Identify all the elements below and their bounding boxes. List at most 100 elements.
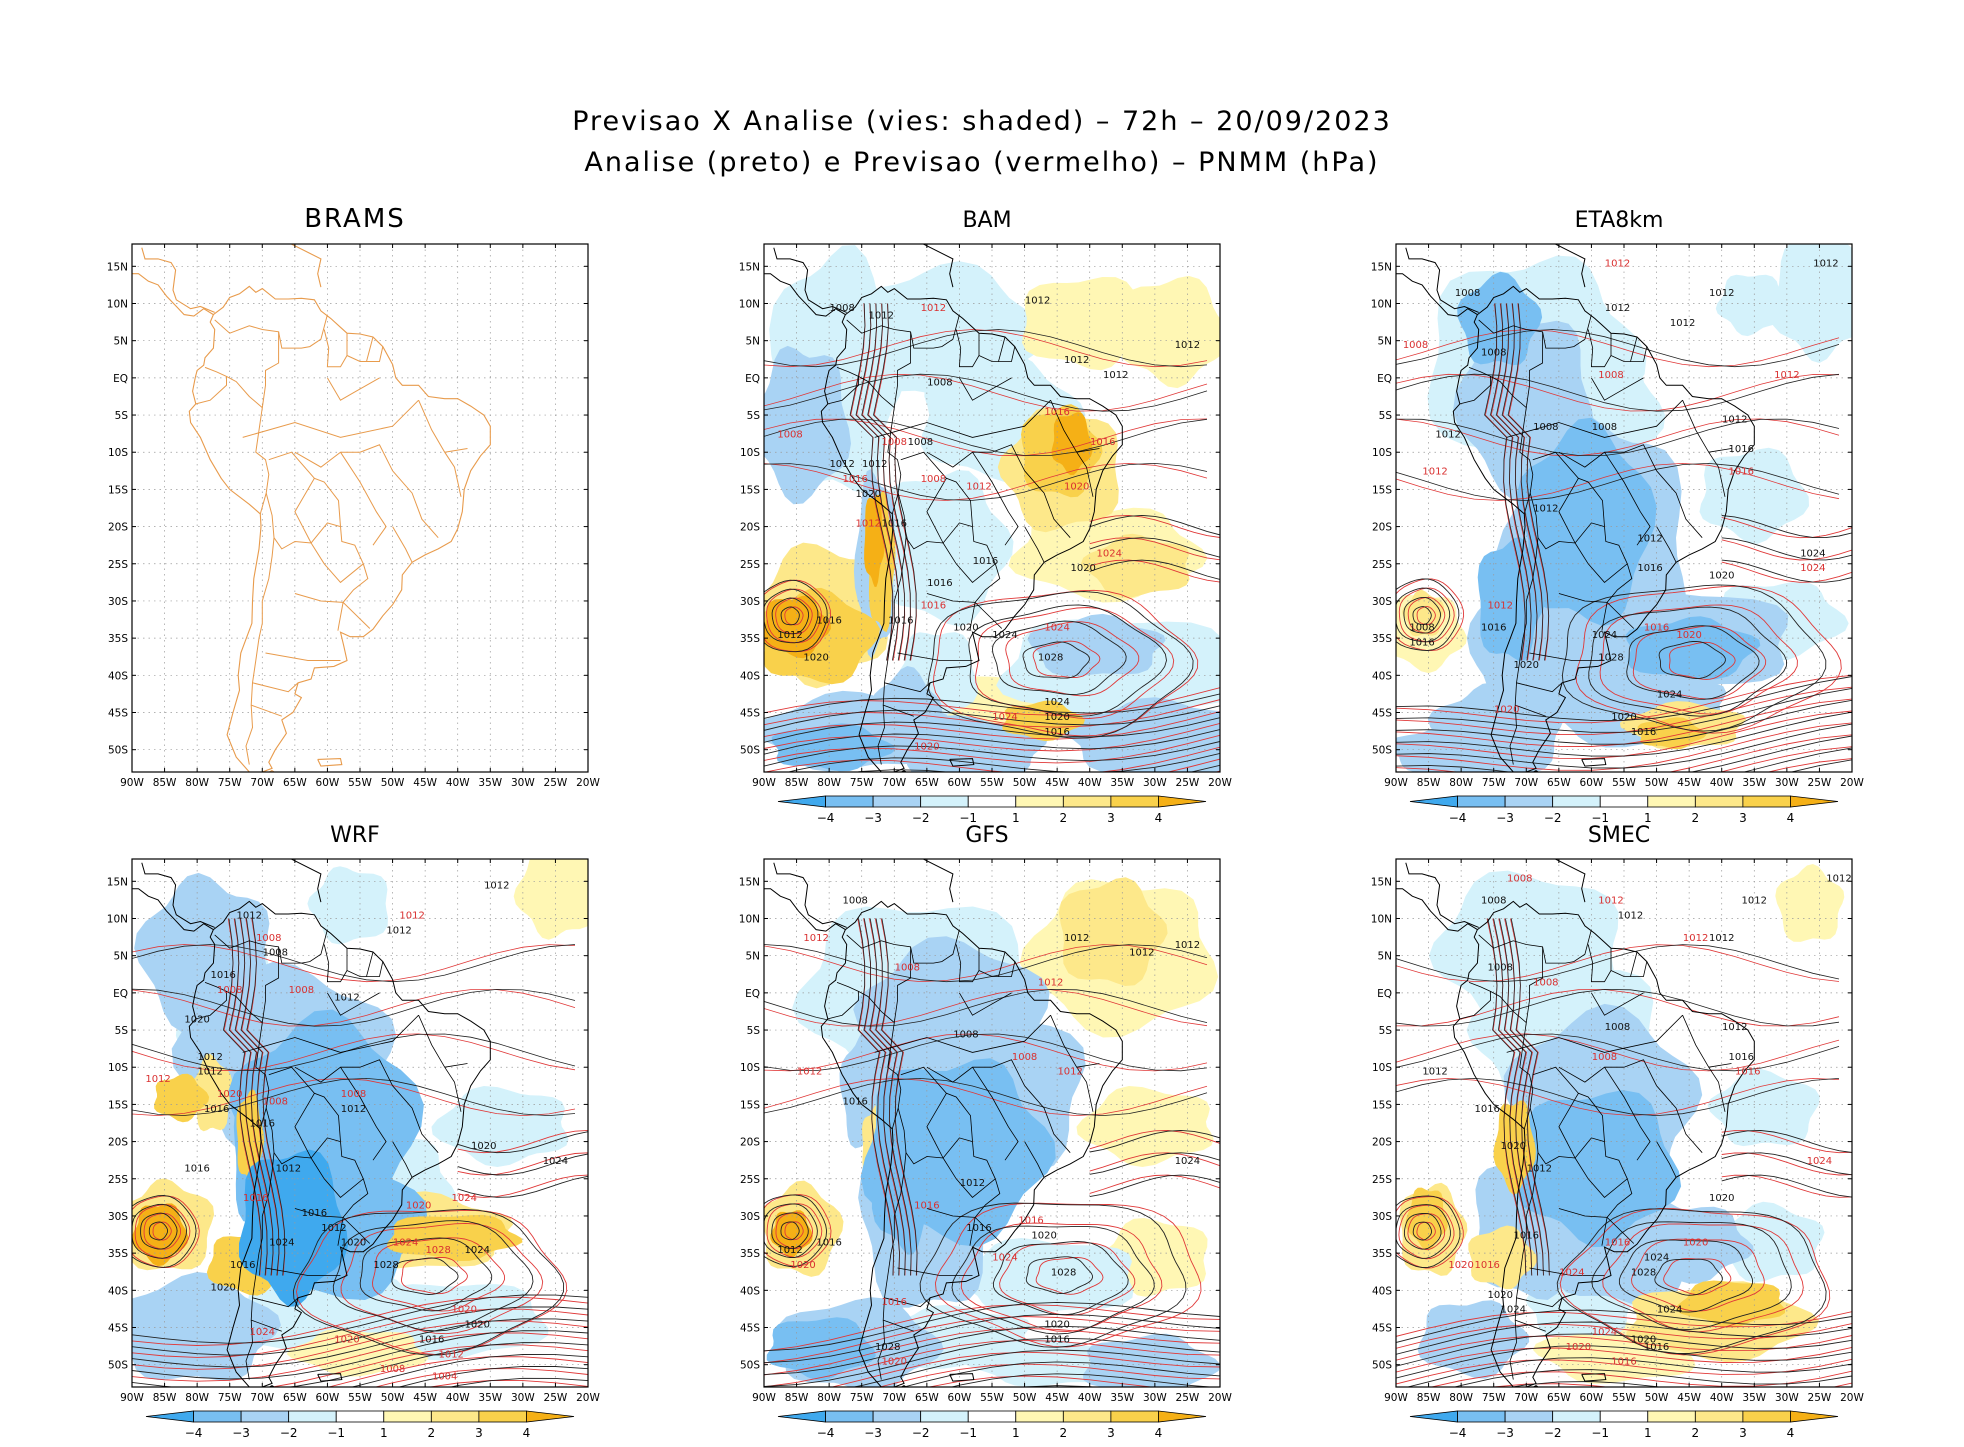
country-border (1050, 400, 1094, 497)
colorbar-segment (1457, 795, 1506, 808)
country-border (444, 1063, 468, 1068)
contour-label: 1016 (1474, 1260, 1499, 1271)
isobar-high (1626, 625, 1760, 700)
contour-label: 1012 (276, 1163, 301, 1174)
contour-label: 1012 (1527, 1163, 1552, 1174)
isobar-zonal (927, 1375, 1156, 1387)
country-border (1532, 1066, 1605, 1142)
colorbar-segment (1015, 1410, 1064, 1423)
colorbar-label: 3 (475, 1426, 483, 1440)
lat-tick-label: 5S (115, 410, 129, 422)
contour-label: 1016 (914, 1201, 939, 1212)
contour-label: 1016 (1044, 1334, 1069, 1345)
country-border (887, 1022, 902, 1130)
lon-tick-label: 55W (1612, 1392, 1636, 1404)
lon-tick-label: 90W (1384, 777, 1408, 789)
lat-tick-label: 5N (1377, 951, 1392, 963)
contour-label: 1016 (1611, 1357, 1636, 1368)
contour-label: 1012 (803, 933, 828, 944)
country-border (294, 444, 394, 472)
bias-blob (1076, 1086, 1214, 1167)
contour-label: 1012 (1813, 258, 1838, 269)
country-border (366, 961, 384, 977)
bias-blob (1058, 877, 1168, 986)
isobar-andes (849, 303, 894, 661)
isobar-andes (246, 918, 286, 1276)
lat-tick-label: 20S (1372, 1137, 1392, 1149)
isobar-tropical (1396, 944, 1840, 983)
lat-tick-label: 40S (740, 670, 760, 682)
colorbar-segment (872, 1410, 922, 1423)
contour-label: 1016 (243, 1193, 268, 1204)
country-border (366, 346, 384, 362)
lat-tick-label: EQ (1377, 988, 1392, 1000)
contour-label: 1020 (790, 1260, 815, 1271)
contour-label: 1024 (1097, 548, 1122, 559)
contour-label: 1012 (1064, 933, 1089, 944)
lat-tick-label: 15S (740, 1099, 760, 1111)
colorbar-label: 1 (1012, 811, 1020, 825)
lon-tick-label: 70W (1514, 1392, 1538, 1404)
bias-blob (1618, 1206, 1754, 1284)
isobar-low (1407, 1213, 1446, 1250)
country-border (978, 336, 1006, 362)
lat-tick-label: 45S (108, 1323, 128, 1335)
contour-label: 1024 (992, 630, 1017, 641)
isobar-tropical (764, 1033, 1208, 1072)
isobar-low (1396, 1195, 1461, 1268)
contour-label: 1012 (484, 881, 509, 892)
colorbar-label: −4 (1449, 1426, 1467, 1440)
country-border (897, 1267, 973, 1276)
contour-label: 1012 (1025, 295, 1050, 306)
lat-tick-label: 10N (107, 298, 128, 310)
isobar-low (1396, 1204, 1451, 1259)
isobar-low (134, 1204, 191, 1259)
contour-label: 1024 (1175, 1156, 1200, 1167)
contour-label: 1012 (1709, 288, 1734, 299)
isobar-zonal (132, 1320, 588, 1370)
colorbar-segment (335, 1410, 385, 1423)
country-border (1024, 1085, 1071, 1153)
colorbar-segment (1647, 1410, 1696, 1423)
bias-blob (513, 859, 588, 940)
coastline (290, 859, 322, 903)
contour-label: 1016 (1474, 1104, 1499, 1115)
map-wrf: 1012 1012 1012 1012 1008 1008 1016 1008 1008 1012… (107, 858, 600, 1440)
contour-label: 1012 (1064, 355, 1089, 366)
isobar-andes (222, 918, 262, 1276)
country-border (910, 314, 960, 349)
lon-tick-label: 65W (283, 1392, 307, 1404)
contour-label: 1024 (992, 1253, 1017, 1264)
isobar-low (1398, 587, 1455, 643)
colorbar-segment (1062, 1410, 1112, 1423)
axis-ticks: 15N 10N 5N EQ 5S 10S 15S 20S 25S 30S 35S 40S 45S 50S 9… (739, 244, 1232, 789)
colorbar-segment (1742, 795, 1791, 808)
contour-label: 1028 (373, 1260, 398, 1271)
contour-label: 1028 (1038, 652, 1063, 663)
isobar-zonal (1396, 711, 1852, 757)
contour-label: 1012 (869, 310, 894, 321)
country-border (444, 448, 468, 453)
isobar-zonal (902, 1361, 1220, 1387)
country-border (1542, 314, 1592, 349)
isobar-high (992, 1241, 1129, 1316)
isobar-zonal (1453, 1369, 1852, 1387)
isobar-subtropical (1089, 559, 1220, 580)
contour-label: 1016 (210, 970, 235, 981)
colorbar-label: −4 (185, 1426, 203, 1440)
coastline (773, 862, 847, 928)
contour-label: 1012 (386, 925, 411, 936)
contour-label: 1012 (399, 910, 424, 921)
contour-label: 1016 (1729, 467, 1754, 478)
isobar-tropical (132, 1033, 576, 1072)
lat-tick-label: 15N (107, 876, 128, 888)
contour-label: 1020 (953, 623, 978, 634)
lon-tick-label: 75W (218, 1392, 242, 1404)
country-border (926, 444, 1025, 471)
contour-label: 1008 (895, 963, 920, 974)
country-border (195, 376, 227, 405)
coastlines (132, 244, 491, 772)
contour-label: 1012 (1129, 948, 1154, 959)
bias-blob (1517, 1090, 1682, 1248)
contour-label: 1020 (1031, 1230, 1056, 1241)
